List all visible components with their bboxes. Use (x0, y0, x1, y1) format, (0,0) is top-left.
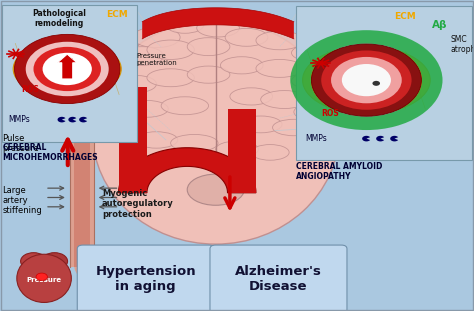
Ellipse shape (187, 66, 230, 83)
Text: MMPs: MMPs (8, 115, 29, 124)
Circle shape (331, 57, 402, 103)
Wedge shape (290, 30, 443, 130)
Ellipse shape (256, 31, 303, 50)
Text: Pathological
remodeling: Pathological remodeling (32, 9, 86, 28)
Ellipse shape (292, 72, 334, 89)
Ellipse shape (294, 104, 332, 120)
Circle shape (15, 35, 120, 104)
Text: CEREBRAL
MICROHEMORRHAGES: CEREBRAL MICROHEMORRHAGES (2, 143, 98, 162)
Text: Pulse
pressure: Pulse pressure (2, 134, 39, 153)
Ellipse shape (147, 40, 194, 59)
Wedge shape (376, 136, 384, 142)
Wedge shape (362, 136, 370, 142)
Circle shape (342, 64, 391, 96)
FancyBboxPatch shape (2, 5, 137, 142)
Text: Hypertension
in aging: Hypertension in aging (95, 265, 196, 293)
Ellipse shape (225, 28, 268, 46)
Text: SMC
atrophy: SMC atrophy (451, 35, 474, 54)
Text: ECM: ECM (394, 12, 416, 21)
Ellipse shape (126, 100, 168, 117)
Ellipse shape (17, 254, 71, 302)
Circle shape (373, 81, 380, 86)
Text: ECM: ECM (106, 10, 128, 19)
Ellipse shape (147, 69, 194, 87)
Polygon shape (118, 148, 256, 193)
FancyBboxPatch shape (77, 245, 214, 311)
Ellipse shape (161, 97, 209, 115)
Text: Pressure: Pressure (27, 277, 62, 283)
Ellipse shape (251, 145, 289, 160)
FancyBboxPatch shape (210, 245, 347, 311)
Ellipse shape (261, 91, 308, 109)
Ellipse shape (292, 44, 334, 61)
Ellipse shape (230, 88, 273, 105)
Polygon shape (57, 54, 77, 63)
Ellipse shape (21, 253, 46, 270)
Ellipse shape (41, 253, 67, 270)
Ellipse shape (256, 59, 303, 77)
Circle shape (311, 44, 421, 116)
Ellipse shape (302, 46, 430, 114)
Text: Alzheimer's
Disease: Alzheimer's Disease (235, 265, 322, 293)
Circle shape (43, 53, 92, 85)
Wedge shape (79, 117, 87, 123)
Circle shape (13, 52, 18, 56)
Ellipse shape (121, 47, 164, 65)
Ellipse shape (273, 119, 315, 136)
Text: ROS: ROS (21, 85, 39, 94)
FancyBboxPatch shape (62, 58, 73, 79)
Text: MMPs: MMPs (305, 134, 327, 143)
Text: Pressure
penetration: Pressure penetration (136, 53, 177, 66)
Wedge shape (390, 136, 398, 142)
Circle shape (26, 42, 109, 96)
Wedge shape (68, 117, 76, 123)
FancyBboxPatch shape (296, 6, 472, 160)
Text: ROS: ROS (321, 109, 338, 118)
Ellipse shape (187, 38, 230, 56)
Ellipse shape (13, 41, 121, 97)
Text: Aβ: Aβ (432, 20, 448, 30)
Ellipse shape (135, 132, 178, 148)
Ellipse shape (216, 141, 258, 157)
Ellipse shape (220, 57, 263, 74)
Circle shape (36, 273, 47, 281)
Circle shape (318, 61, 324, 65)
Circle shape (321, 50, 411, 110)
Ellipse shape (171, 134, 218, 152)
Circle shape (34, 47, 101, 91)
Ellipse shape (166, 16, 204, 33)
Ellipse shape (187, 174, 244, 205)
Text: Large
artery
stiffening: Large artery stiffening (2, 186, 42, 216)
Ellipse shape (118, 76, 156, 92)
Ellipse shape (92, 20, 339, 244)
Text: Myogenic
autoregulatory
protection: Myogenic autoregulatory protection (102, 189, 173, 219)
Text: CEREBRAL AMYLOID
ANGIOPATHY: CEREBRAL AMYLOID ANGIOPATHY (296, 162, 383, 181)
Ellipse shape (197, 19, 239, 37)
Ellipse shape (239, 116, 282, 133)
Wedge shape (57, 117, 65, 123)
Ellipse shape (133, 27, 180, 48)
